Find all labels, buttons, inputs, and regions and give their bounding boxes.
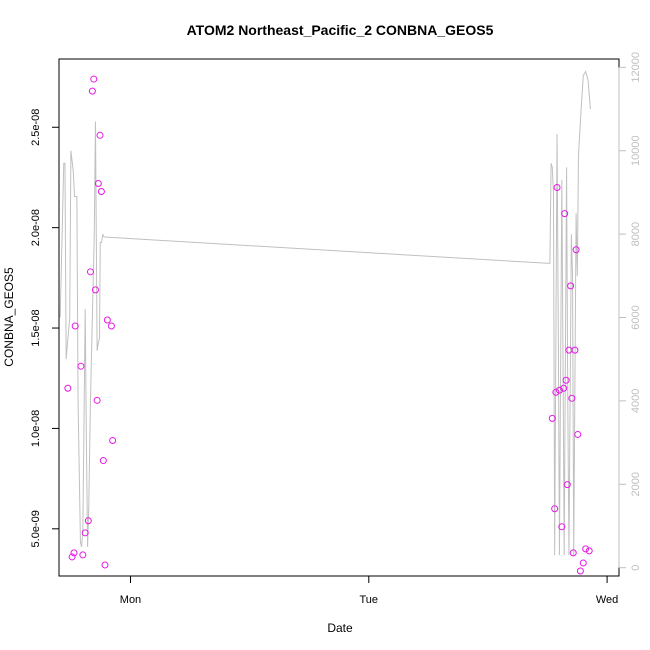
y-tick-label: 5.0e-09 <box>30 510 42 547</box>
scatter-point <box>84 517 92 525</box>
scatter-point <box>582 545 590 553</box>
scatter-point <box>579 559 587 567</box>
scatter-point <box>560 384 568 392</box>
scatter-point <box>68 553 76 561</box>
scatter-point <box>558 523 566 531</box>
x-tick-label: Mon <box>120 594 141 606</box>
scatter-point <box>576 567 584 575</box>
y-tick-label: 1.5e-08 <box>30 309 42 346</box>
scatter-point <box>569 549 577 557</box>
scatter-point <box>561 210 569 218</box>
scatter-point <box>64 384 72 392</box>
y2-tick-label: 6000 <box>630 305 642 329</box>
scatter-point <box>571 346 579 354</box>
scatter-point <box>101 561 109 569</box>
scatter-point <box>563 481 571 489</box>
scatter-point <box>551 505 559 513</box>
y-tick-label: 1.0e-08 <box>30 410 42 447</box>
scatter-point <box>548 414 556 422</box>
scatter-point <box>90 75 98 83</box>
scatter-point <box>77 362 85 370</box>
scatter-point <box>71 322 79 330</box>
y2-tick-label: 0 <box>630 565 642 571</box>
scatter-point <box>86 268 94 276</box>
scatter-point <box>93 396 101 404</box>
scatter-point <box>553 184 561 191</box>
scatter-point <box>79 551 87 559</box>
y2-tick-label: 12000 <box>630 52 642 83</box>
y2-tick-label: 10000 <box>630 135 642 166</box>
line-series-path <box>59 70 591 556</box>
y2-tick-label: 8000 <box>630 222 642 246</box>
scatter-point <box>568 394 576 402</box>
scatter-point <box>97 188 105 196</box>
scatter-point <box>99 457 107 465</box>
scatter-point <box>572 246 580 254</box>
scatter-point <box>70 549 78 557</box>
scatter-point <box>81 529 89 537</box>
scatter-point <box>107 322 115 330</box>
secondary-line-series <box>59 70 591 556</box>
y2-tick-label: 4000 <box>630 389 642 413</box>
y2-tick-label: 2000 <box>630 472 642 496</box>
y-axis: 5.0e-09 1.0e-08 1.5e-08 2.0e-08 2.5e-08 <box>30 109 60 547</box>
scatter-point <box>574 430 582 438</box>
y-axis-label: CONBNA_GEOS5 <box>2 267 16 367</box>
scatter-point <box>91 286 99 294</box>
scatter-series <box>64 75 593 575</box>
x-axis-label: Date <box>327 621 353 635</box>
x-axis: Mon Tue Wed <box>120 575 618 606</box>
scatter-point <box>109 436 117 444</box>
scatter-point <box>567 282 575 290</box>
scatter-point <box>585 547 593 555</box>
y-tick-label: 2.0e-08 <box>30 209 42 246</box>
chart-title: ATOM2 Northeast_Pacific_2 CONBNA_GEOS5 <box>187 22 494 38</box>
x-tick-label: Wed <box>596 594 618 606</box>
y-tick-label: 2.5e-08 <box>30 109 42 146</box>
scatter-point <box>555 386 563 394</box>
scatter-point <box>96 131 104 139</box>
scatter-point <box>88 87 96 95</box>
scatter-point <box>94 179 102 187</box>
secondary-y-axis: 0 2000 4000 6000 8000 10000 12000 <box>618 52 642 571</box>
scatter-point <box>103 316 111 324</box>
scatter-point <box>565 346 573 354</box>
plot-frame <box>58 58 620 577</box>
x-tick-label: Tue <box>360 594 379 606</box>
scatter-point <box>562 376 570 384</box>
scatter-point <box>552 388 560 396</box>
